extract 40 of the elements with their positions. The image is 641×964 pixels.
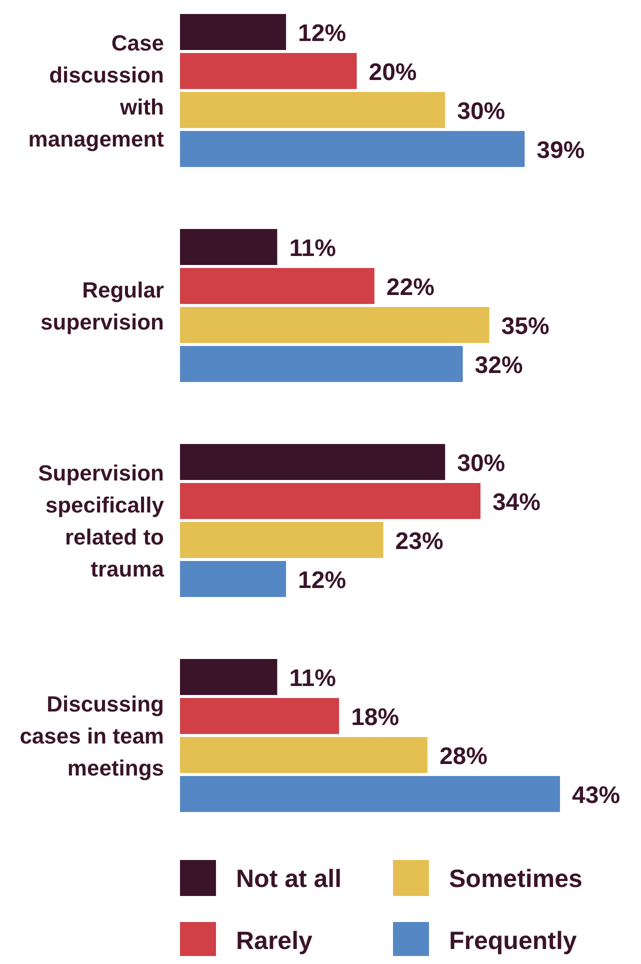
legend-label: Frequently (449, 927, 577, 955)
data-label: 43% (572, 782, 620, 809)
data-label: 23% (395, 528, 444, 555)
bar (180, 698, 340, 734)
data-label: 30% (457, 450, 506, 477)
bar (180, 229, 278, 265)
data-label: 12% (298, 567, 346, 594)
y-tick-label: Supervision specifically related to trauma (38, 460, 165, 582)
y-tick-label: Case discussion with management (28, 30, 165, 152)
data-label: 12% (298, 20, 346, 47)
bar (180, 307, 490, 343)
bar (180, 737, 428, 773)
data-label: 18% (351, 704, 400, 731)
bar (180, 53, 357, 89)
bar (180, 522, 384, 558)
legend-label: Rarely (236, 927, 313, 955)
y-tick-label: Discussing cases in team meetings (20, 692, 164, 780)
data-label: 11% (289, 235, 336, 262)
data-label: 22% (386, 274, 434, 301)
bar (180, 659, 278, 695)
legend-label: Sometimes (449, 865, 582, 893)
bar (180, 776, 560, 812)
y-tick-label: Regular supervision (40, 278, 164, 334)
bar (180, 268, 374, 304)
data-label: 11% (289, 665, 336, 692)
bar (180, 14, 286, 50)
bar (180, 561, 286, 597)
bar (180, 131, 525, 167)
data-label: 34% (492, 489, 541, 516)
bar (180, 444, 446, 480)
data-label: 35% (501, 313, 550, 340)
data-label: 28% (439, 743, 488, 770)
data-label: 39% (536, 137, 585, 164)
data-label: 32% (474, 352, 523, 379)
legend-label: Not at all (236, 865, 342, 893)
data-label: 20% (368, 59, 417, 86)
bar (180, 92, 446, 128)
bar (180, 346, 463, 382)
data-label: 30% (457, 98, 506, 125)
bar (180, 483, 480, 519)
